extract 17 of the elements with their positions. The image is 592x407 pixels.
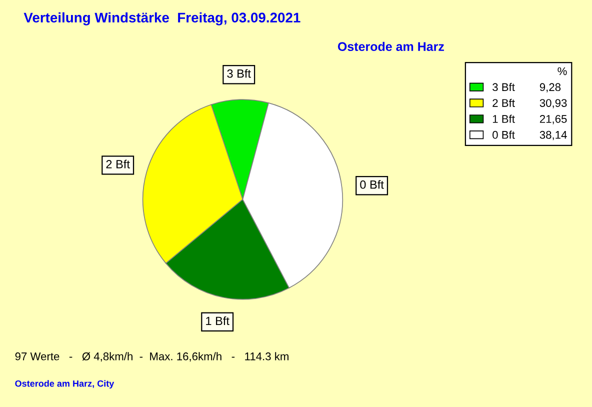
slice-label: 2 Bft xyxy=(106,160,130,168)
legend-title: % xyxy=(558,67,567,76)
text: Osterode am Harz, City xyxy=(15,380,114,389)
data-label: 21,65 xyxy=(540,115,567,124)
slice-label: 0 Bft xyxy=(360,180,384,189)
chart-subtitle: Osterode am Harz xyxy=(338,42,444,51)
legend-label: 2 Bft xyxy=(492,98,515,107)
data-label: 38,14 xyxy=(540,130,567,140)
data-label: 9,28 xyxy=(540,83,561,92)
legend-label: 1 Bft xyxy=(492,114,515,123)
slice-label: 1 Bft xyxy=(206,316,230,326)
legend-label: 3 Bft xyxy=(492,82,515,92)
legend-label: 0 Bft xyxy=(492,130,515,139)
chart-title: Verteilung Windstärke Freitag, 03.09.2021 xyxy=(24,12,300,26)
slice-label: 3 Bft xyxy=(227,69,251,78)
data-label: 30,93 xyxy=(540,99,567,108)
text: 97 Werte - Ø 4,8km/h - Max. 16,6km/h - 114.3 km xyxy=(15,352,288,362)
